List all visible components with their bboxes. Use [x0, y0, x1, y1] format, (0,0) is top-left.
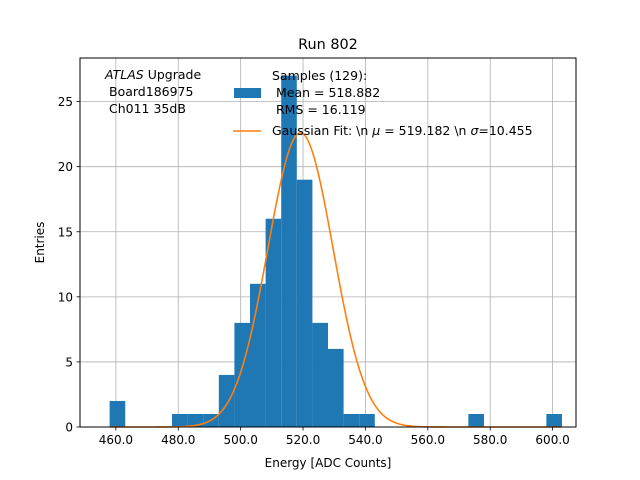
channel-label: Ch011 35dB: [109, 101, 186, 116]
histogram-bar: [296, 179, 313, 427]
chart-title: Run 802: [298, 37, 358, 53]
legend: Samples (129): Mean = 518.882 RMS = 16.1…: [233, 68, 533, 138]
x-tick-label: 500.0: [223, 433, 257, 447]
y-tick-label: 20: [58, 160, 73, 174]
y-tick-label: 0: [65, 421, 73, 435]
histogram-bar: [468, 413, 484, 427]
histogram-bar: [265, 218, 282, 427]
histogram-bar: [109, 400, 126, 427]
histogram-bar: [328, 348, 344, 427]
legend-fit-sigma-symbol: σ: [470, 123, 479, 138]
legend-histogram-swatch: [234, 88, 261, 98]
histogram-bar: [234, 322, 251, 427]
y-tick-label: 15: [58, 225, 73, 239]
legend-histogram-line2: Mean = 518.882: [272, 85, 380, 100]
x-tick-label: 520.0: [286, 433, 320, 447]
x-axis-ticks: 460.0 480.0 500.0 520.0 540.0 560.0 580.0 600.0: [99, 427, 570, 447]
legend-fit-sigma-value: =10.455: [478, 123, 532, 138]
upgrade-label: Upgrade: [144, 67, 202, 82]
y-tick-label: 5: [65, 355, 73, 369]
x-axis-label: Energy [ADC Counts]: [265, 456, 392, 470]
board-label: Board186975: [109, 84, 193, 99]
y-tick-label: 25: [58, 95, 73, 109]
y-axis-ticks: 0 5 10 15 20 25: [58, 95, 80, 435]
plot-frame: [79, 57, 577, 428]
atlas-label: ATLAS: [104, 67, 144, 82]
legend-histogram-line1: Samples (129):: [272, 68, 367, 83]
y-tick-label: 10: [58, 290, 73, 304]
x-tick-label: 540.0: [348, 433, 382, 447]
legend-histogram-line3: RMS = 16.119: [272, 102, 366, 117]
legend-fit-mu-value: = 519.182 \n: [380, 123, 470, 138]
x-tick-label: 480.0: [161, 433, 195, 447]
histogram-bar: [546, 413, 562, 427]
x-tick-label: 580.0: [473, 433, 507, 447]
histogram-bar: [359, 413, 375, 427]
atlas-annotation: ATLAS Upgrade Board186975 Ch011 35dB: [104, 67, 201, 116]
histogram-bar: [312, 322, 328, 427]
x-tick-label: 460.0: [99, 433, 133, 447]
legend-fit-mu-symbol: μ: [371, 123, 380, 138]
histogram-bar: [218, 374, 235, 427]
atlas-annotation-line1: ATLAS Upgrade: [104, 67, 201, 82]
legend-fit-label: Gaussian Fit: \n μ = 519.182 \n σ=10.455: [272, 123, 533, 138]
y-axis-label: Entries: [33, 222, 47, 264]
histogram-bar: [172, 413, 188, 427]
histogram-bar: [187, 413, 204, 427]
histogram-bar: [343, 413, 360, 427]
x-tick-label: 560.0: [411, 433, 445, 447]
x-tick-label: 600.0: [535, 433, 569, 447]
legend-fit-prefix: Gaussian Fit: \n: [272, 123, 372, 138]
